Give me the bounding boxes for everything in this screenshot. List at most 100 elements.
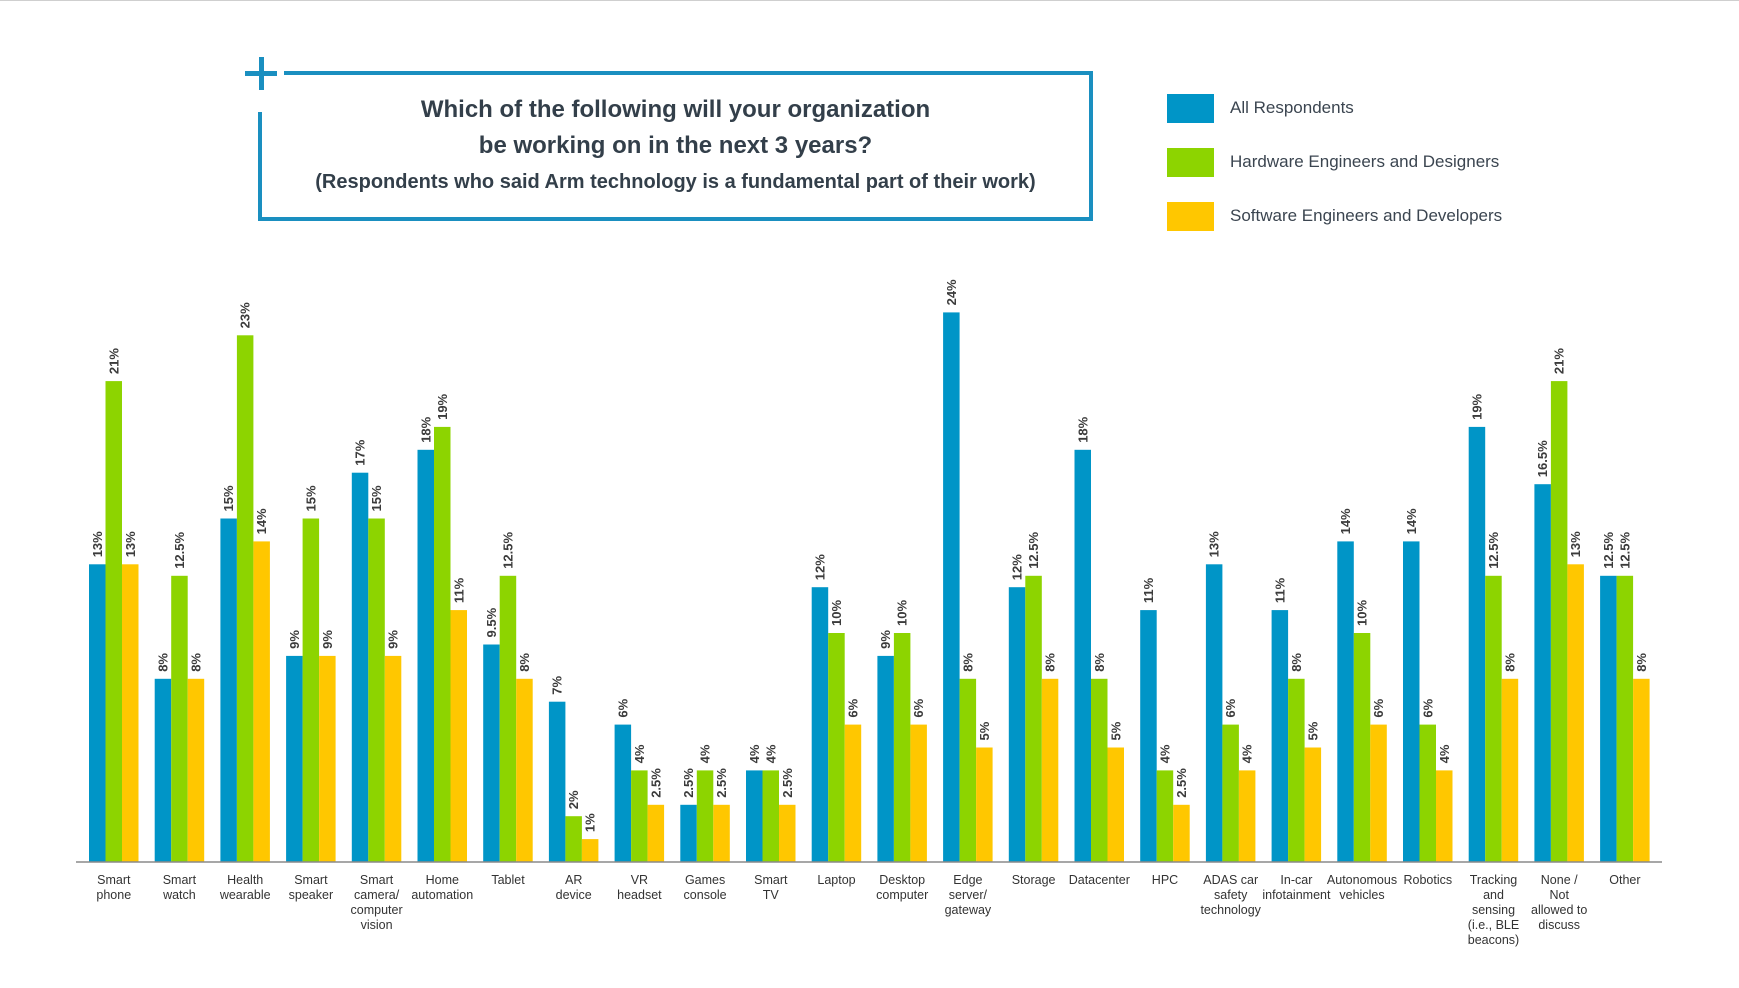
bar-data-label: 8%	[1092, 653, 1107, 672]
bar-data-label: 8%	[188, 653, 203, 672]
category-label: Smart	[754, 873, 788, 887]
category-label: AR	[565, 873, 582, 887]
category-label: beacons)	[1468, 933, 1519, 947]
bar-data-label: 13%	[123, 531, 138, 557]
bar-hardware	[1353, 633, 1371, 862]
category-label: Storage	[1012, 873, 1056, 887]
category-label: safety	[1214, 888, 1248, 902]
category-label: Autonomous	[1327, 873, 1397, 887]
bar-hardware	[1222, 724, 1239, 862]
title-box	[258, 71, 1093, 221]
bar-software	[1107, 747, 1124, 862]
bar-hardware	[368, 518, 385, 862]
bar-software	[187, 678, 205, 862]
bar-data-label: 4%	[1240, 744, 1255, 763]
bar-data-label: 18%	[1075, 416, 1090, 442]
category-label: vehicles	[1339, 888, 1384, 902]
bar-hardware	[1288, 678, 1305, 862]
bar-data-label: 9%	[287, 630, 302, 649]
bar-all	[1403, 541, 1420, 862]
category-label: vision	[361, 918, 393, 932]
chart-subtitle: (Respondents who said Arm technology is …	[315, 171, 1036, 193]
chart-title-line-2: be working on in the next 3 years?	[478, 132, 873, 159]
bar-hardware	[959, 678, 977, 862]
bar-data-label: 5%	[977, 721, 992, 740]
bar-hardware	[105, 381, 122, 862]
bar-software	[647, 804, 665, 863]
bar-data-label: 8%	[1634, 653, 1649, 672]
bar-all	[943, 312, 960, 862]
category-label: TV	[763, 888, 780, 902]
bar-software	[844, 724, 862, 862]
bar-software	[910, 724, 927, 862]
category-label: VR	[631, 873, 648, 887]
bar-data-label: 6%	[911, 698, 926, 717]
category-label: technology	[1200, 903, 1261, 917]
category-label: gateway	[945, 903, 992, 917]
bar-software	[1501, 678, 1519, 862]
bar-all	[877, 655, 894, 862]
chart-legend: All Respondents Hardware Engineers and D…	[1167, 81, 1502, 243]
bar-software	[516, 678, 533, 862]
bar-data-label: 5%	[1305, 721, 1320, 740]
bar-software	[779, 804, 796, 863]
category-label: Smart	[294, 873, 328, 887]
bar-data-label: 7%	[550, 675, 565, 694]
bar-data-label: 12.5%	[1601, 531, 1616, 568]
bar-all	[1008, 587, 1026, 862]
bar-data-label: 8%	[960, 653, 975, 672]
bar-all	[1074, 449, 1091, 862]
bar-all	[1205, 564, 1223, 862]
bar-hardware	[762, 770, 779, 862]
bar-data-label: 10%	[1355, 600, 1370, 626]
bar-data-label: 17%	[353, 439, 368, 465]
bar-all	[89, 564, 106, 862]
bar-data-label: 12.5%	[1026, 531, 1041, 568]
bar-data-label: 2%	[566, 790, 581, 809]
legend-label-software: Software Engineers and Developers	[1230, 206, 1503, 225]
bar-hardware	[236, 335, 254, 862]
bar-data-label: 12.5%	[1617, 531, 1632, 568]
category-label: automation	[411, 888, 473, 902]
bar-data-label: 13%	[90, 531, 105, 557]
category-label: allowed to	[1531, 903, 1587, 917]
category-label: Robotics	[1403, 873, 1452, 887]
bar-data-label: 24%	[944, 279, 959, 305]
bar-all	[1337, 541, 1354, 862]
bar-data-label: 6%	[615, 698, 630, 717]
bar-data-label: 15%	[221, 485, 236, 511]
bar-data-label: 23%	[238, 302, 253, 328]
bar-software	[1238, 770, 1256, 862]
category-label: Datacenter	[1069, 873, 1130, 887]
bar-all	[614, 724, 632, 862]
category-label: HPC	[1152, 873, 1178, 887]
bar-data-label: 12.5%	[172, 531, 187, 568]
bar-data-label: 13%	[1568, 531, 1583, 557]
bar-software	[713, 804, 730, 863]
bar-data-label: 14%	[254, 508, 269, 534]
bar-data-label: 6%	[1371, 698, 1386, 717]
bar-hardware	[696, 770, 714, 862]
bar-data-label: 12.5%	[501, 531, 516, 568]
bar-data-label: 6%	[1420, 698, 1435, 717]
bar-data-label: 15%	[369, 485, 384, 511]
bar-data-label: 4%	[747, 744, 762, 763]
category-label: speaker	[289, 888, 333, 902]
bar-hardware	[828, 633, 845, 862]
bar-all	[811, 587, 829, 862]
legend-swatch-software	[1167, 201, 1214, 231]
category-label: camera/	[354, 888, 400, 902]
category-label: Home	[426, 873, 459, 887]
bar-data-label: 18%	[418, 416, 433, 442]
bar-data-label: 4%	[1158, 744, 1173, 763]
bar-software	[253, 541, 270, 862]
bar-all	[1140, 610, 1157, 862]
category-label: Tracking	[1470, 873, 1518, 887]
bar-data-label: 2.5%	[714, 768, 729, 798]
bar-hardware	[302, 518, 320, 862]
chart-title: Which of the following will your organiz…	[258, 92, 1093, 198]
bar-data-label: 14%	[1404, 508, 1419, 534]
bar-all	[1271, 610, 1289, 862]
category-label: Other	[1609, 873, 1640, 887]
